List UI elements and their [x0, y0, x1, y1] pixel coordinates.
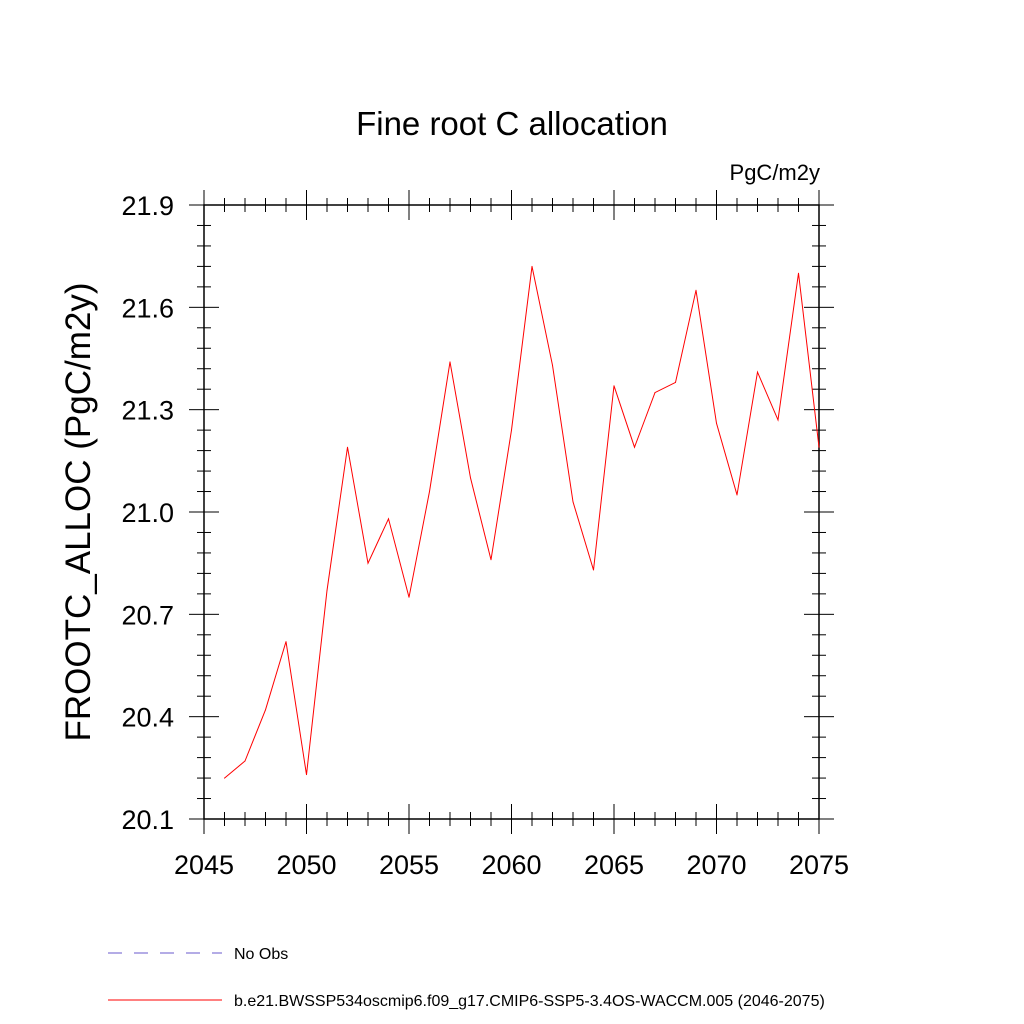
y-tick-label: 20.4 [121, 703, 174, 733]
data-point [613, 385, 615, 387]
series-line [224, 266, 820, 779]
data-point [777, 419, 779, 421]
data-point [470, 477, 471, 479]
y-tick-label: 21.0 [121, 498, 174, 528]
axis-ticks [189, 190, 834, 834]
y-axis-label: FROOTC_ALLOC (PgC/m2y) [59, 283, 98, 742]
data-point [388, 518, 389, 520]
x-tick-label: 2065 [584, 850, 644, 880]
legend: No Obs b.e21.BWSSP534oscmip6.f09_g17.CMI… [108, 946, 825, 1010]
y-tick-label: 21.3 [121, 396, 174, 426]
data-point [531, 265, 533, 267]
x-tick-label: 2050 [276, 850, 336, 880]
legend-label-no-obs: No Obs [234, 946, 288, 963]
x-tick-label: 2075 [789, 850, 849, 880]
data-point [593, 569, 594, 571]
y-tick-label: 20.7 [121, 600, 174, 630]
x-tick-label: 2045 [174, 850, 234, 880]
data-point [326, 589, 328, 591]
data-point [572, 501, 574, 503]
x-tick-label: 2060 [481, 850, 541, 880]
y-tick-label: 21.6 [121, 293, 174, 323]
data-point [716, 422, 717, 424]
data-point [757, 371, 758, 373]
data-point [367, 562, 369, 564]
x-tick-label: 2055 [379, 850, 439, 880]
data-point [818, 446, 820, 448]
data-point [265, 709, 266, 711]
data-point [511, 429, 512, 431]
x-tick-label: 2070 [686, 850, 746, 880]
data-point [654, 392, 656, 394]
data-point [552, 364, 553, 366]
plot-frame [203, 204, 820, 820]
data-point [408, 596, 410, 598]
legend-label-model: b.e21.BWSSP534oscmip6.f09_g17.CMIP6-SSP5… [234, 993, 825, 1010]
data-point [695, 289, 697, 291]
series-layer [224, 265, 820, 779]
data-point [634, 446, 635, 448]
data-point [449, 361, 451, 363]
data-point [798, 272, 799, 274]
data-point [306, 774, 307, 776]
units-label: PgC/m2y [730, 160, 820, 185]
data-point [429, 491, 430, 493]
data-point [736, 494, 738, 496]
y-tick-label: 21.9 [121, 191, 174, 221]
y-tick-label: 20.1 [121, 805, 174, 835]
chart-title: Fine root C allocation [356, 105, 668, 142]
data-point [224, 777, 225, 779]
data-point [490, 559, 492, 561]
data-point [285, 641, 287, 643]
data-point [244, 760, 246, 762]
axis-tick-labels: 2045 2050 2055 2060 2065 2070 2075 20.1 20.4 20.7… [121, 191, 849, 880]
data-point [347, 446, 348, 448]
data-point [675, 381, 676, 383]
